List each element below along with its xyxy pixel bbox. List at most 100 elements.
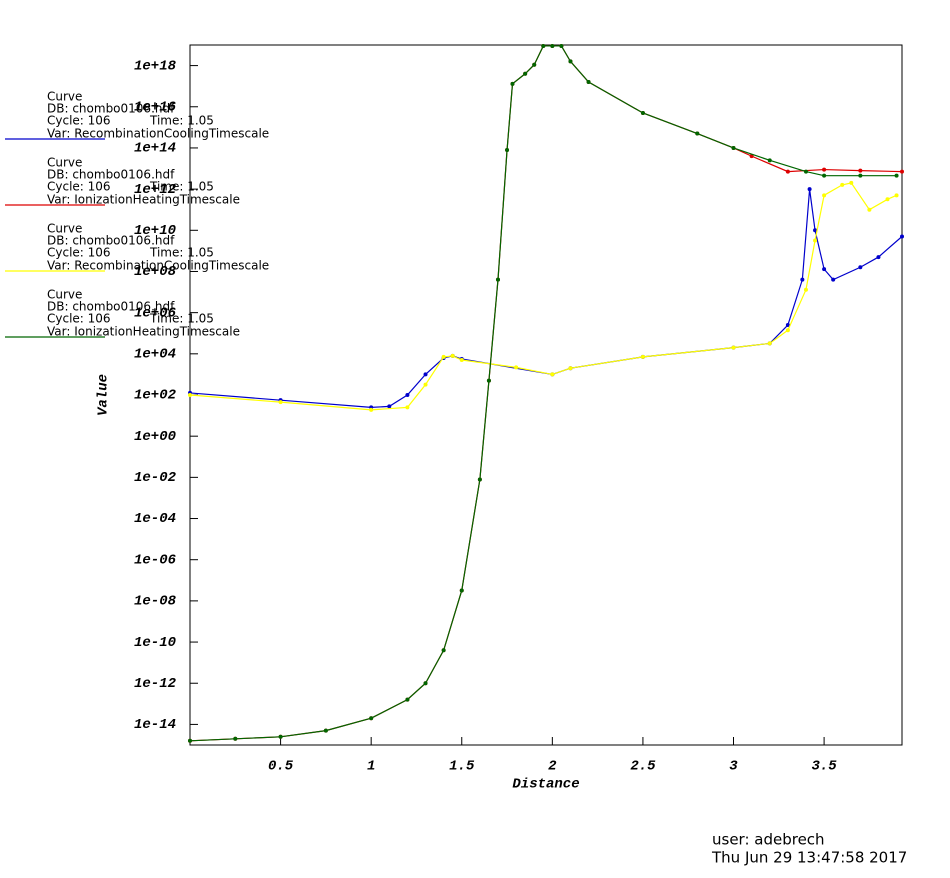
y-tick-label: 1e-04 xyxy=(134,511,176,527)
y-tick-label: 1e-02 xyxy=(134,470,177,486)
point xyxy=(423,382,428,387)
point xyxy=(822,267,827,272)
point xyxy=(640,110,645,115)
point xyxy=(800,277,805,282)
point xyxy=(441,354,446,359)
point xyxy=(369,407,374,412)
legend-header: Curve xyxy=(47,288,82,302)
point xyxy=(423,681,428,686)
y-tick-label: 1e+00 xyxy=(134,429,176,445)
x-tick-label: 2 xyxy=(548,759,557,775)
legend-name: Var: IonizationHeatingTimescale xyxy=(47,193,240,207)
point xyxy=(640,354,645,359)
point xyxy=(188,393,192,397)
legend-cycle: Cycle: 106 xyxy=(47,180,111,194)
y-tick-label: 1e+08 xyxy=(134,264,177,280)
point xyxy=(785,323,790,328)
point xyxy=(459,358,464,363)
point xyxy=(767,341,772,346)
point xyxy=(559,43,564,48)
point xyxy=(785,328,790,333)
point xyxy=(831,277,836,282)
point xyxy=(514,365,519,370)
point xyxy=(803,169,808,174)
y-tick-label: 1e+04 xyxy=(134,347,176,363)
point xyxy=(767,158,772,163)
legend-header: Curve xyxy=(47,222,82,236)
y-tick-label: 1e-08 xyxy=(134,594,177,610)
x-tick-label: 3.5 xyxy=(811,759,837,775)
point xyxy=(858,265,863,270)
point xyxy=(858,173,863,178)
point xyxy=(885,197,890,202)
y-axis-label: Value xyxy=(96,374,112,416)
x-tick-label: 2.5 xyxy=(630,759,656,775)
point xyxy=(423,372,428,377)
x-tick-label: 3 xyxy=(729,759,738,775)
point xyxy=(450,353,455,358)
y-tick-label: 1e+18 xyxy=(134,58,177,74)
point xyxy=(858,168,863,173)
y-tick-label: 1e+06 xyxy=(134,305,177,321)
legend-time: Time: 1.05 xyxy=(149,246,214,260)
legend-db: DB: chombo0106.hdf xyxy=(47,300,175,314)
point xyxy=(188,738,192,743)
point xyxy=(749,154,754,159)
plot-frame xyxy=(189,44,903,746)
point xyxy=(900,234,904,239)
legend-time: Time: 1.05 xyxy=(149,114,214,128)
point xyxy=(731,345,736,350)
point xyxy=(568,59,573,64)
legend-header: Curve xyxy=(47,156,82,170)
point xyxy=(900,169,904,174)
legend-time: Time: 1.05 xyxy=(149,180,214,194)
point xyxy=(510,81,515,86)
point xyxy=(813,238,818,243)
legend-db: DB: chombo0106.hdf xyxy=(47,102,175,116)
point xyxy=(405,697,410,702)
legend-time: Time: 1.05 xyxy=(149,312,214,326)
y-tick-label: 1e+02 xyxy=(134,388,177,404)
y-tick-label: 1e+16 xyxy=(134,99,177,115)
point xyxy=(486,378,491,383)
point xyxy=(840,182,845,187)
point xyxy=(523,71,528,76)
point xyxy=(387,404,392,409)
point xyxy=(822,167,827,172)
point xyxy=(695,131,700,136)
legend-cycle: Cycle: 106 xyxy=(47,246,111,260)
point xyxy=(550,43,555,48)
point xyxy=(568,366,573,371)
legend-header: Curve xyxy=(47,90,82,104)
point xyxy=(731,145,736,150)
point xyxy=(532,62,537,67)
legend-name: Var: RecombinationCoolingTimescale xyxy=(47,259,269,273)
y-tick-label: 1e-10 xyxy=(134,635,176,651)
x-tick-label: 0.5 xyxy=(268,759,294,775)
legend-db: DB: chombo0106.hdf xyxy=(47,234,175,248)
point xyxy=(459,588,464,593)
legend-name: Var: IonizationHeatingTimescale xyxy=(47,325,240,339)
point xyxy=(813,228,818,233)
y-tick-label: 1e+10 xyxy=(134,223,176,239)
series-line xyxy=(189,189,903,408)
point xyxy=(441,648,446,653)
point xyxy=(405,393,410,397)
point xyxy=(867,207,872,212)
legend-cycle: Cycle: 106 xyxy=(47,114,111,128)
point xyxy=(586,79,591,84)
legend-name: Var: RecombinationCoolingTimescale xyxy=(47,127,269,141)
point xyxy=(550,372,555,377)
point xyxy=(894,173,899,178)
point xyxy=(278,400,283,405)
x-tick-label: 1 xyxy=(367,759,375,775)
series-line xyxy=(189,45,903,742)
point xyxy=(477,477,482,482)
series-line xyxy=(189,182,897,411)
y-tick-label: 1e-06 xyxy=(134,552,177,568)
legend-db: DB: chombo0106.hdf xyxy=(47,168,175,182)
legend-cycle: Cycle: 106 xyxy=(47,312,111,326)
footer-date: Thu Jun 29 13:47:58 2017 xyxy=(711,849,907,867)
point xyxy=(803,287,808,292)
